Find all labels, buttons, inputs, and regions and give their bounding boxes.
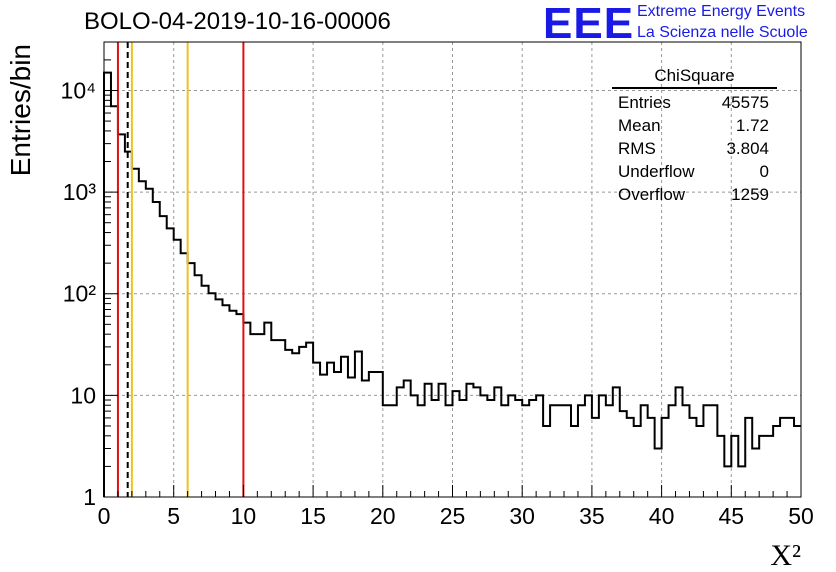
y-tick-label: 10⁴ — [61, 77, 96, 103]
stats-title: ChiSquare — [612, 66, 777, 89]
stats-value: 0 — [759, 162, 769, 181]
y-tick-label: 1 — [83, 484, 96, 510]
histogram-series — [103, 71, 801, 497]
stats-value: 1259 — [731, 185, 769, 204]
y-axis-label: Entries/bin — [5, 44, 36, 176]
stats-label: Overflow — [618, 185, 686, 204]
stats-label: Entries — [618, 93, 671, 112]
stats-box: ChiSquare Entries 45575 Mean 1.72 RMS 3.… — [612, 66, 777, 206]
x-tick-label: 20 — [370, 503, 396, 529]
x-tick-label: 50 — [788, 503, 814, 529]
x-tick-label: 25 — [440, 503, 466, 529]
x-tick-label: 30 — [509, 503, 535, 529]
x-tick-label: 45 — [719, 503, 745, 529]
y-tick-label: 10 — [70, 382, 96, 408]
stats-label: RMS — [618, 139, 656, 158]
stats-value: 3.804 — [726, 139, 769, 158]
stats-row-mean: Mean 1.72 — [612, 114, 777, 137]
stats-value: 45575 — [721, 93, 769, 112]
x-tick-label: 15 — [300, 503, 326, 529]
stats-row-rms: RMS 3.804 — [612, 137, 777, 160]
x-tick-label: 10 — [231, 503, 257, 529]
x-tick-label: 35 — [579, 503, 605, 529]
chart-title: BOLO-04-2019-10-16-00006 — [84, 8, 391, 35]
eee-logo: EEE — [543, 0, 635, 48]
logo-subtitle-2: La Scienza nelle Scuole — [637, 24, 808, 41]
x-tick-label: 0 — [98, 503, 111, 529]
x-tick-label: 5 — [167, 503, 180, 529]
stats-row-overflow: Overflow 1259 — [612, 183, 777, 206]
y-tick-label: 10² — [63, 281, 97, 307]
x-axis-label: X² — [770, 539, 801, 572]
y-tick-label: 10³ — [63, 179, 97, 205]
stats-label: Underflow — [618, 162, 695, 181]
stats-row-entries: Entries 45575 — [612, 91, 777, 114]
x-tick-label: 40 — [649, 503, 675, 529]
stats-row-underflow: Underflow 0 — [612, 160, 777, 183]
logo-subtitle-1: Extreme Energy Events — [637, 3, 806, 20]
stats-label: Mean — [618, 116, 661, 135]
stats-value: 1.72 — [735, 116, 769, 135]
